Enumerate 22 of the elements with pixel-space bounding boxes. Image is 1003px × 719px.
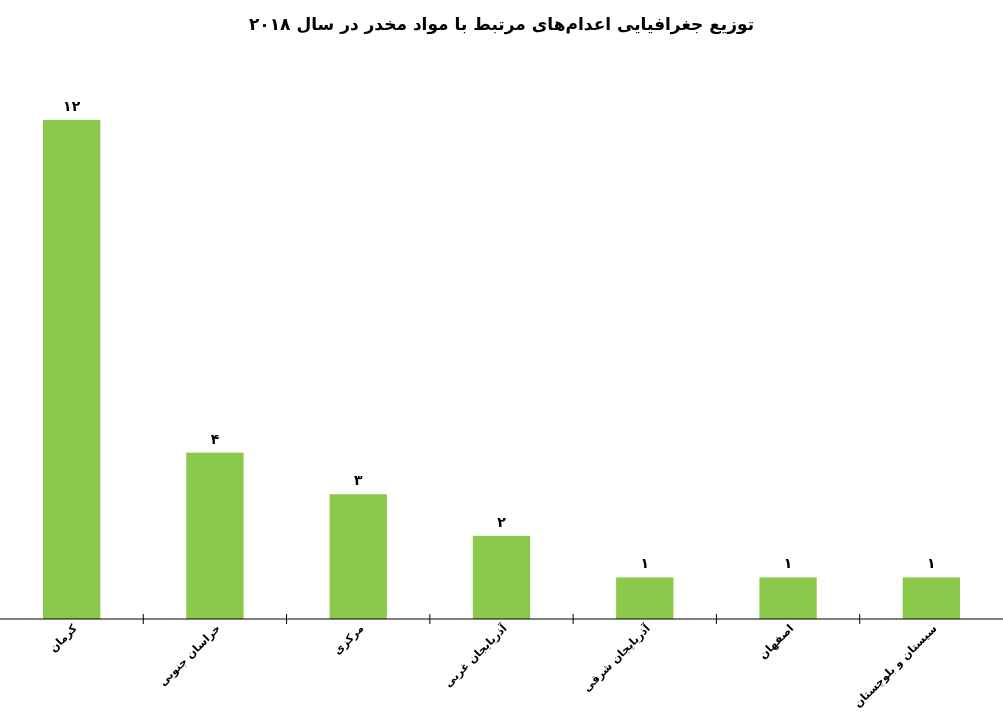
data-label: ۲: [497, 513, 507, 530]
bar: [329, 494, 387, 619]
bar: [186, 452, 244, 619]
bar: [616, 577, 674, 619]
bar: [42, 119, 101, 619]
data-label: ۱: [640, 555, 650, 572]
data-label: ۱: [927, 555, 936, 572]
x-tick-label: خراسان جنوبی: [156, 621, 224, 689]
data-label: ۱: [783, 555, 793, 572]
data-label: ۱۲: [63, 97, 81, 114]
bar: [759, 577, 817, 619]
x-tick-label: کرمان: [46, 621, 81, 655]
x-tick-label: آذربایجان شرقی: [579, 621, 654, 695]
x-tick-label: آذربایجان غربی: [441, 621, 510, 690]
bar: [902, 577, 961, 619]
chart-title: توزیع جغرافیایی اعدام‌های مرتبط با مواد مخدر در سال ۲۰۱۸: [248, 14, 755, 35]
data-label: ۴: [210, 430, 220, 447]
x-tick-label: سیستان و بلوچستان: [851, 621, 940, 711]
bar: [472, 535, 531, 619]
x-tick-label: اصفهان: [756, 621, 797, 662]
data-label: ۳: [353, 472, 363, 489]
x-tick-label: مرکزی: [330, 621, 367, 658]
